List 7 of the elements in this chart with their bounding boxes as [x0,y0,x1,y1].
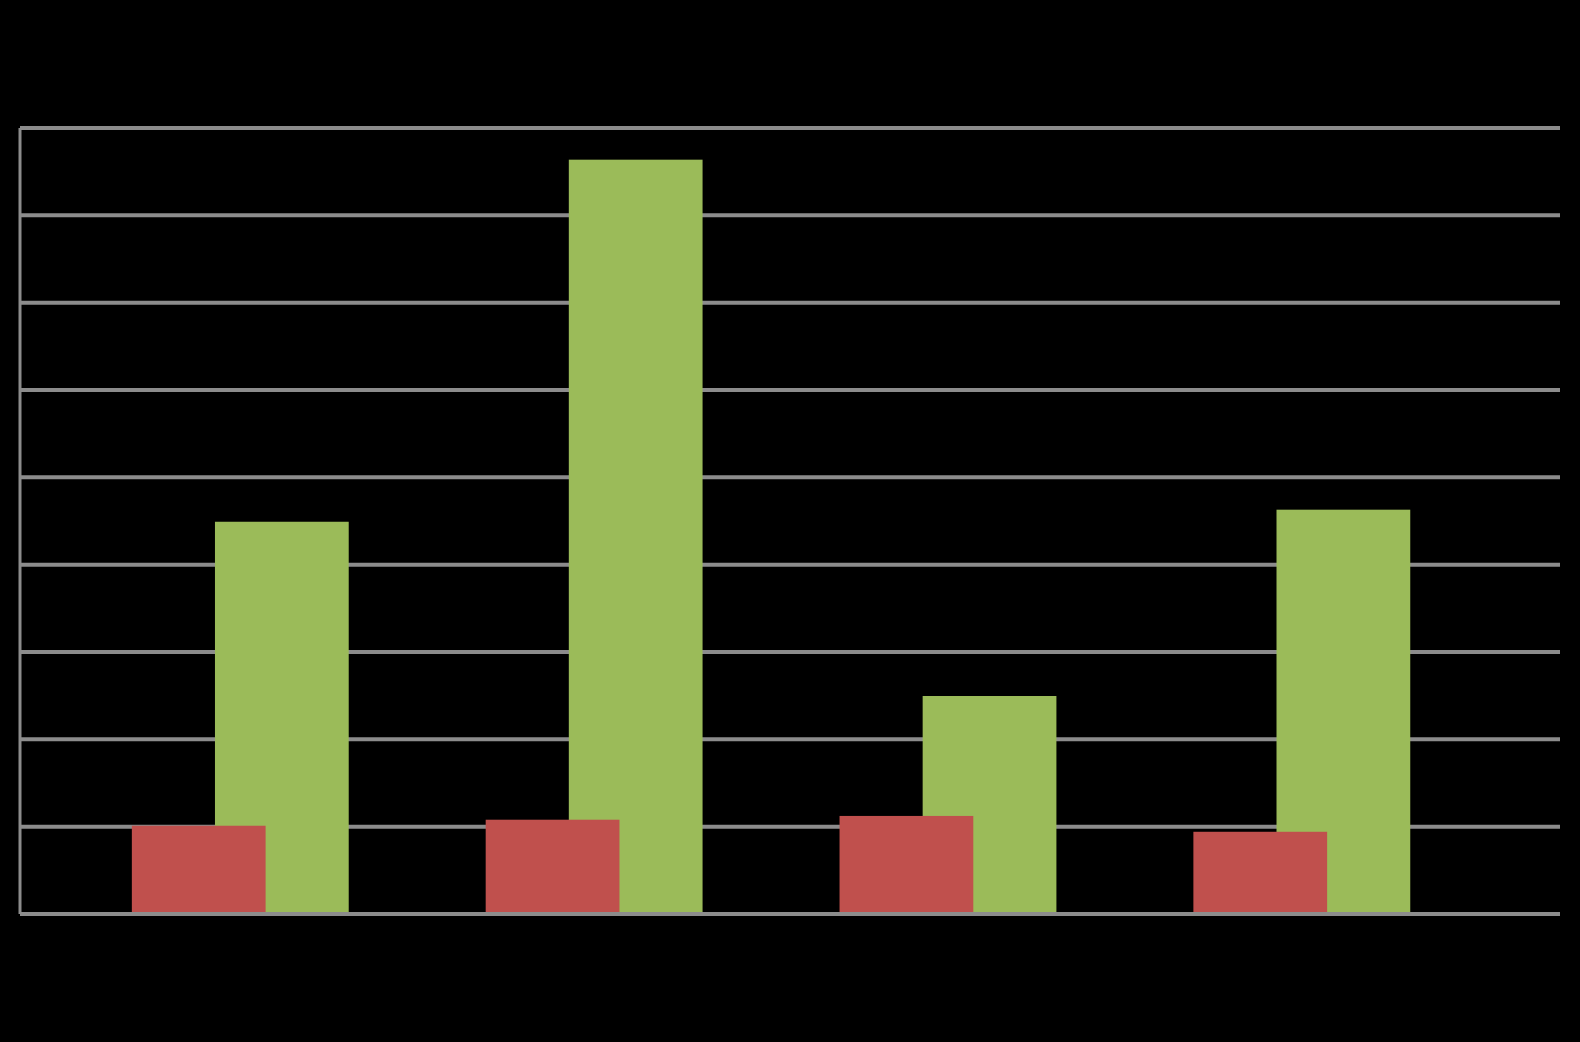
bar [568,159,703,914]
bar [1276,509,1411,914]
bar [485,819,620,914]
bar [1193,831,1328,914]
bar [839,815,974,914]
bar [131,825,266,914]
bar [214,521,349,914]
